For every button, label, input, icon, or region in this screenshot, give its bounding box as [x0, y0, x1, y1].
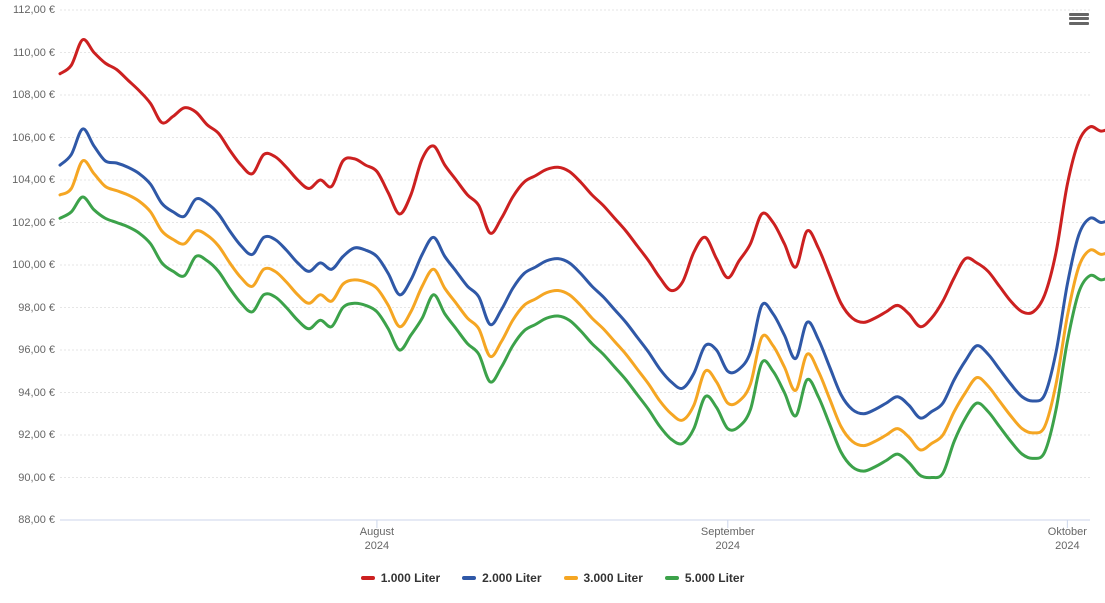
series-line	[60, 129, 1105, 418]
plot-area	[60, 10, 1090, 520]
legend-label: 2.000 Liter	[482, 571, 541, 585]
series-line	[60, 197, 1105, 478]
y-tick-label: 96,00 €	[5, 344, 55, 356]
y-tick-label: 112,00 €	[5, 4, 55, 16]
legend: 1.000 Liter 2.000 Liter 3.000 Liter 5.000 L…	[0, 571, 1105, 585]
chart-svg	[60, 10, 1090, 520]
price-chart: 1.000 Liter 2.000 Liter 3.000 Liter 5.000 L…	[0, 0, 1105, 603]
y-tick-label: 108,00 €	[5, 89, 55, 101]
y-tick-label: 102,00 €	[5, 217, 55, 229]
x-tick-label: Oktober2024	[1048, 525, 1087, 554]
y-tick-label: 100,00 €	[5, 259, 55, 271]
x-tick-label: August2024	[360, 525, 394, 554]
x-tick-month: August	[360, 526, 394, 538]
legend-label: 1.000 Liter	[381, 571, 440, 585]
legend-label: 5.000 Liter	[685, 571, 744, 585]
legend-item[interactable]: 3.000 Liter	[564, 571, 643, 585]
y-tick-label: 90,00 €	[5, 472, 55, 484]
y-tick-label: 88,00 €	[5, 514, 55, 526]
legend-swatch	[564, 576, 578, 580]
y-tick-label: 94,00 €	[5, 387, 55, 399]
y-tick-label: 104,00 €	[5, 174, 55, 186]
legend-item[interactable]: 1.000 Liter	[361, 571, 440, 585]
legend-swatch	[665, 576, 679, 580]
y-tick-label: 106,00 €	[5, 132, 55, 144]
x-tick-month: Oktober	[1048, 526, 1087, 538]
y-tick-label: 98,00 €	[5, 302, 55, 314]
legend-label: 3.000 Liter	[584, 571, 643, 585]
legend-swatch	[361, 576, 375, 580]
x-tick-month: September	[701, 526, 755, 538]
x-tick-year: 2024	[1048, 539, 1087, 553]
series-line	[60, 39, 1105, 326]
x-tick-year: 2024	[360, 539, 394, 553]
legend-item[interactable]: 2.000 Liter	[462, 571, 541, 585]
legend-swatch	[462, 576, 476, 580]
y-tick-label: 110,00 €	[5, 47, 55, 59]
series-line	[60, 161, 1105, 451]
y-tick-label: 92,00 €	[5, 429, 55, 441]
x-tick-year: 2024	[701, 539, 755, 553]
x-tick-label: September2024	[701, 525, 755, 554]
legend-item[interactable]: 5.000 Liter	[665, 571, 744, 585]
